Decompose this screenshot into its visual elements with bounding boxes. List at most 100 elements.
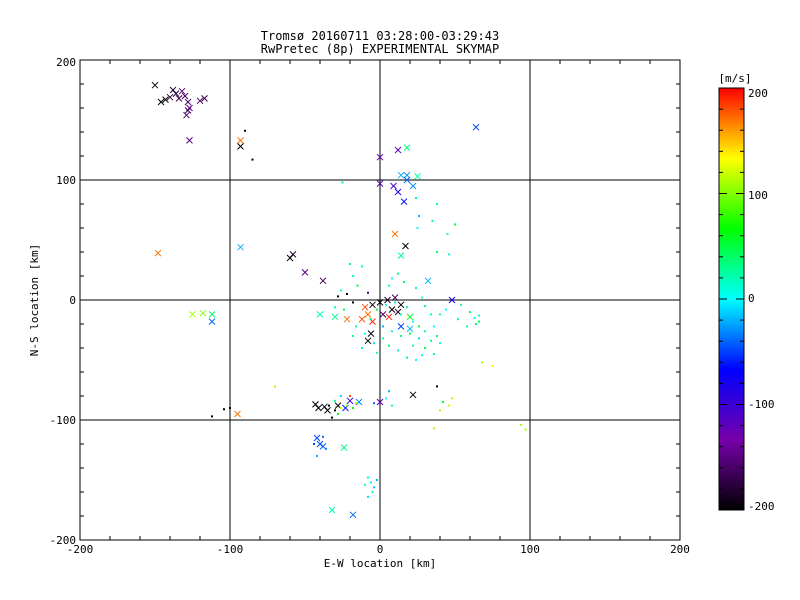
dot-point bbox=[400, 335, 402, 337]
cross-point bbox=[379, 311, 387, 318]
dot-point bbox=[436, 203, 438, 205]
dot-point bbox=[352, 275, 354, 277]
cross-point bbox=[172, 90, 180, 97]
dot-point bbox=[373, 342, 375, 345]
cross-point bbox=[397, 171, 405, 179]
cross-point bbox=[313, 434, 321, 442]
dot-point bbox=[355, 402, 357, 405]
cross-point bbox=[331, 313, 339, 321]
dot-point bbox=[334, 399, 336, 402]
cross-point bbox=[189, 311, 196, 318]
dot-point bbox=[421, 296, 423, 299]
dot-point bbox=[451, 397, 453, 400]
dot-point bbox=[385, 397, 387, 400]
dot-point bbox=[370, 481, 372, 484]
cross-point bbox=[151, 81, 159, 89]
dot-point bbox=[211, 415, 213, 418]
dot-point bbox=[478, 314, 480, 317]
chart-title: Tromsø 20160711 03:28:00-03:29:43 bbox=[261, 29, 499, 43]
cross-point bbox=[181, 92, 189, 100]
dot-point bbox=[364, 332, 366, 335]
dot-point bbox=[421, 354, 423, 357]
cross-point bbox=[388, 306, 396, 313]
cross-point bbox=[403, 176, 411, 184]
cross-point bbox=[166, 93, 174, 101]
dot-point bbox=[328, 404, 330, 407]
dot-point bbox=[388, 284, 390, 287]
cross-point bbox=[340, 444, 348, 451]
colorbar-tick-label: -100 bbox=[748, 398, 775, 411]
dot-point bbox=[394, 301, 396, 304]
cross-point bbox=[154, 249, 162, 257]
dot-point bbox=[352, 407, 354, 409]
grid-lines bbox=[80, 60, 680, 540]
dot-point bbox=[520, 423, 522, 426]
dot-point bbox=[436, 335, 438, 337]
dot-point bbox=[457, 318, 459, 321]
dot-point bbox=[415, 287, 417, 289]
dot-point bbox=[524, 428, 527, 431]
plot-area bbox=[79, 59, 681, 541]
dot-point bbox=[491, 365, 494, 367]
cross-point bbox=[397, 252, 405, 259]
cross-point bbox=[414, 173, 421, 180]
dot-point bbox=[433, 427, 435, 430]
dot-point bbox=[361, 265, 363, 268]
cross-point bbox=[199, 309, 207, 317]
cross-point bbox=[406, 325, 414, 333]
cross-point bbox=[301, 269, 309, 276]
dot-point bbox=[473, 317, 476, 319]
cross-point bbox=[384, 296, 391, 304]
dot-point bbox=[430, 313, 432, 316]
dot-point bbox=[439, 342, 441, 345]
cross-point bbox=[364, 311, 372, 318]
cross-point bbox=[196, 97, 204, 105]
x-tick-label: 100 bbox=[520, 543, 540, 556]
cross-point bbox=[424, 277, 432, 285]
cross-point bbox=[391, 294, 399, 301]
dot-point bbox=[371, 491, 374, 493]
colorbar-tick-label: 100 bbox=[748, 189, 768, 202]
cross-point bbox=[201, 95, 208, 102]
x-tick-label: -100 bbox=[217, 543, 244, 556]
dot-point bbox=[391, 277, 393, 280]
cross-point bbox=[364, 337, 372, 345]
colorbar: [m/s] 200 100 0 -100 -200 bbox=[718, 72, 774, 513]
dot-point bbox=[415, 197, 417, 199]
cross-point bbox=[319, 277, 327, 285]
cross-point bbox=[397, 323, 405, 330]
y-tick-label: -200 bbox=[50, 534, 77, 547]
dot-point bbox=[481, 361, 483, 364]
dot-point bbox=[367, 495, 369, 498]
data-points bbox=[151, 81, 527, 519]
dot-point bbox=[478, 320, 480, 323]
colorbar-tick-label: 0 bbox=[748, 292, 755, 305]
cross-point bbox=[376, 299, 384, 306]
cross-point bbox=[376, 398, 384, 406]
cross-point bbox=[184, 98, 192, 106]
cross-point bbox=[186, 104, 193, 112]
dot-point bbox=[355, 325, 357, 328]
dot-point bbox=[388, 390, 390, 393]
dot-point bbox=[475, 323, 477, 325]
dot-point bbox=[415, 359, 417, 361]
dot-point bbox=[406, 306, 408, 309]
chart-subtitle: RwPretec (8p) EXPERIMENTAL SKYMAP bbox=[261, 42, 499, 56]
dot-point bbox=[406, 356, 408, 359]
cross-point bbox=[376, 180, 384, 187]
dot-point bbox=[385, 303, 387, 306]
dot-point bbox=[337, 413, 339, 415]
dot-point bbox=[364, 483, 366, 486]
cross-point bbox=[369, 301, 376, 309]
dot-point bbox=[367, 291, 369, 294]
cross-point bbox=[234, 410, 241, 418]
dot-point bbox=[313, 443, 315, 445]
dot-point bbox=[341, 181, 344, 184]
cross-point bbox=[448, 296, 456, 304]
cross-point bbox=[186, 137, 193, 144]
dot-point bbox=[346, 293, 348, 295]
dot-point bbox=[322, 435, 324, 438]
dot-point bbox=[391, 330, 393, 333]
dot-point bbox=[424, 330, 426, 333]
dot-point bbox=[448, 404, 450, 407]
